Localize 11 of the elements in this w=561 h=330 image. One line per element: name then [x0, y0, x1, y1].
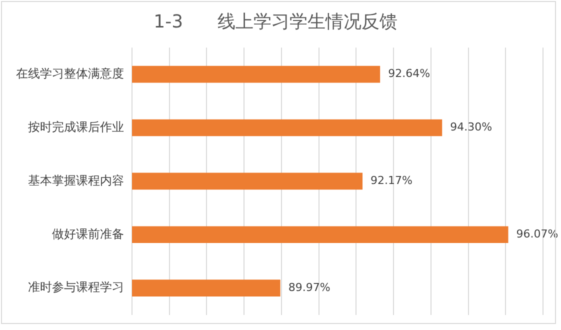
y-tick-label: 基本掌握课程内容	[28, 173, 124, 188]
data-label: 89.97%	[288, 280, 330, 294]
y-tick-label: 在线学习整体满意度	[16, 66, 124, 80]
data-label: 94.30%	[450, 120, 492, 134]
data-label: 92.17%	[370, 174, 412, 188]
chart-title: 1-3 线上学习学生情况反馈	[154, 11, 398, 32]
y-tick-label: 按时完成课后作业	[28, 120, 124, 134]
data-label: 92.64%	[388, 67, 430, 80]
y-tick-label: 做好课前准备	[52, 226, 124, 241]
y-tick-label: 准时参与课程学习	[28, 280, 124, 294]
data-label: 96.07%	[516, 228, 558, 240]
